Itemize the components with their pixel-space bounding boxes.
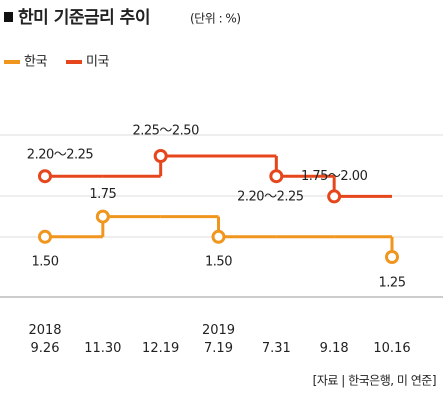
- source: [자료 | 한국은행, 미 연준]: [313, 373, 436, 388]
- x-tick-label: 11.30: [84, 341, 122, 356]
- chart-title: 한미 기준금리 추이: [18, 8, 150, 28]
- point: [95, 209, 110, 224]
- value-label: 2.25～2.50: [132, 124, 199, 139]
- point: [327, 189, 342, 204]
- x-tick-label: 12.19: [142, 341, 180, 356]
- point: [211, 229, 226, 244]
- point: [385, 250, 399, 264]
- value-label: 1.50: [32, 254, 59, 269]
- x-tick-label: 2019 7.19: [201, 323, 236, 356]
- title-marker: [4, 12, 13, 22]
- point: [38, 169, 52, 184]
- point: [153, 149, 168, 163]
- value-label: 1.75～2.00: [301, 169, 368, 184]
- point: [269, 169, 284, 184]
- value-label: 1.75: [89, 187, 116, 202]
- legend-label: 미국: [86, 55, 109, 70]
- value-label: 1.50: [205, 254, 232, 269]
- x-tick-label: 9.18: [319, 341, 349, 356]
- x-tick-label: 7.31: [261, 341, 291, 356]
- x-tick-label: 2018 9.26: [28, 323, 62, 356]
- point: [38, 229, 52, 244]
- chart-subtitle: (단위 : %): [190, 12, 241, 26]
- legend-label: 한국: [24, 55, 47, 70]
- x-tick-label: 10.16: [373, 341, 411, 356]
- value-label: 2.20～2.25: [27, 148, 94, 163]
- value-label: 1.25: [379, 276, 406, 291]
- value-label: 2.20～2.25: [237, 190, 304, 205]
